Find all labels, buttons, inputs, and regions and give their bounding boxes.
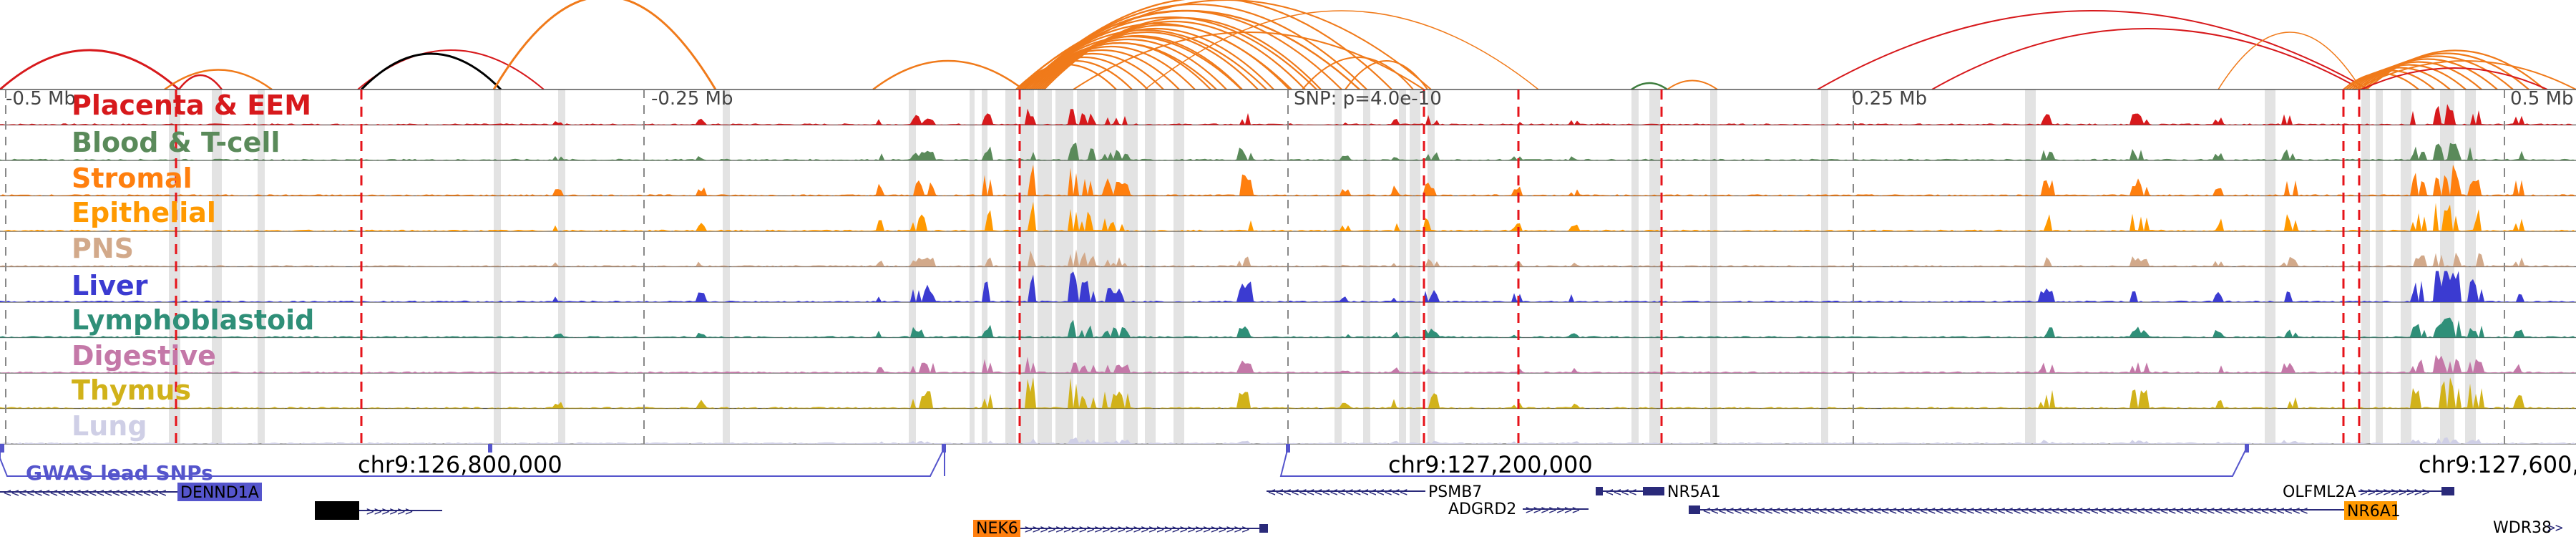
- interaction-loops: [0, 0, 2576, 91]
- gene-exon-nr6a1: [1689, 505, 1700, 514]
- track-label-placenta: Placenta & EEM: [72, 90, 311, 121]
- loop-arc: [1631, 82, 1668, 91]
- loop-arc: [1037, 28, 1274, 90]
- loop-arc: [1023, 16, 1317, 90]
- gwas-snp-marker: [1286, 444, 1290, 453]
- gene-box-nek6: [973, 520, 1020, 537]
- loop-arc: [164, 69, 273, 91]
- gene-label-nr5a1: NR5A1: [1667, 483, 1721, 501]
- gene-strand-arrows: <<<<<<<<<<<<<<<<<<: [1268, 485, 1407, 500]
- track-label-blood: Blood & T-cell: [72, 127, 280, 158]
- gwas-snp-marker: [0, 444, 4, 453]
- track-label-lymphoblastoid: Lymphoblastoid: [72, 304, 314, 336]
- gene-label-adgrd2: ADGRD2: [1448, 500, 1516, 518]
- loop-arc: [1033, 34, 1243, 90]
- track-labels: Placenta & EEM Blood & T-cell Stromal Ep…: [72, 90, 314, 442]
- gene-box-lhx2: [315, 501, 359, 520]
- loop-arc: [178, 74, 223, 90]
- loop-arc: [872, 59, 1024, 90]
- loop-arc: [2363, 52, 2529, 90]
- loop-arc: [2360, 55, 2514, 90]
- gene-label-dennd1a: DENND1A: [180, 484, 259, 502]
- gwas-snp-marker: [488, 444, 492, 453]
- gene-exon-nek6: [1259, 524, 1268, 533]
- gene-strand-arrows: >>>>>>>>>: [2360, 485, 2430, 500]
- gwas-connector: [1279, 447, 2248, 477]
- gene-label-nr6a1: NR6A1: [2347, 503, 2401, 521]
- gene-box-dennd1a: [177, 483, 262, 501]
- gene-exon-nr5a1: [1643, 487, 1664, 495]
- gene-label-psmb7: PSMB7: [1428, 483, 1482, 501]
- loop-arc: [1817, 10, 2369, 90]
- track-label-liver: Liver: [72, 270, 148, 301]
- loop-arc: [2351, 64, 2467, 90]
- loop-arc: [1073, 32, 1425, 90]
- gene-strand-arrows: >>>>>>: [366, 504, 413, 519]
- loop-arc: [1023, 0, 1392, 90]
- loop-arc: [2348, 67, 2451, 90]
- loop-arc: [2361, 67, 2548, 90]
- loop-arc: [1144, 10, 1539, 90]
- gwas-snp-marker: [942, 444, 946, 453]
- loop-arc: [1035, 32, 1259, 90]
- track-label-stromal: Stromal: [72, 163, 192, 194]
- loop-arc: [1667, 79, 1718, 90]
- loop-arc: [1023, 0, 1432, 90]
- gene-label-olfml2a: OLFML2A: [2283, 483, 2356, 501]
- loop-arc: [2357, 58, 2498, 90]
- coordinate-label-2: chr9:127,200,000: [1388, 451, 1593, 478]
- loop-arc: [2354, 61, 2482, 90]
- scale-labels: -0.5 Mb -0.25 Mb SNP: p=4.0e-10 0.25 Mb …: [6, 88, 2574, 110]
- loop-arc: [1026, 45, 1196, 90]
- coordinate-label-1: chr9:126,800,000: [358, 451, 562, 478]
- gene-label-lhx2: LHX2: [317, 503, 358, 521]
- loop-arc: [1345, 60, 1428, 90]
- coordinate-label-3: chr9:127,600,0: [2419, 451, 2576, 478]
- gene-strand-arrows: >>>>>>>>>>>>>>>>>>>>>>>>>>>>>: [1025, 522, 1249, 537]
- scale-label-plus-0-5: 0.5 Mb: [2510, 88, 2574, 110]
- loop-arc: [360, 52, 502, 91]
- track-label-thymus: Thymus: [72, 374, 191, 406]
- gwas-snp-marker: [2245, 444, 2249, 453]
- loop-arc: [2353, 60, 2576, 90]
- gwas-label: GWAS lead SNPs: [26, 461, 213, 485]
- loop-arc: [1020, 56, 1148, 90]
- gene-annotations: <<<<<<<<<<<<<<<<<<<<< DENND1A LHX2 >>>>>…: [0, 483, 2563, 537]
- loop-arc: [2366, 49, 2545, 90]
- scale-label-minus-0-25: -0.25 Mb: [651, 88, 733, 110]
- gene-strand-arrows: <<<<<<<<<<<<<<<<<<<<<: [4, 485, 167, 500]
- gwas-row: GWAS lead SNPs chr9:126,800,000 chr9:127…: [0, 444, 2576, 485]
- gene-strand-arrows: >>: [2547, 521, 2563, 536]
- track-label-digestive: Digestive: [72, 340, 216, 372]
- gene-box-nr6a1: [2344, 501, 2397, 520]
- loop-arc: [2218, 32, 2362, 90]
- gene-strand-arrows: <<<<: [1606, 485, 1637, 500]
- scale-label-plus-0-25: 0.25 Mb: [1852, 88, 1927, 110]
- gene-label-wdr38: WDR38: [2493, 519, 2552, 537]
- gene-label-nek6: NEK6: [976, 520, 1018, 537]
- cutlines: [5, 90, 2505, 444]
- track-label-lung: Lung: [72, 410, 147, 442]
- loop-arc: [1041, 20, 1306, 90]
- scale-label-snp: SNP: p=4.0e-10: [1294, 88, 1442, 110]
- loop-arc: [492, 0, 717, 90]
- gene-exon-olfml2a: [2441, 487, 2454, 495]
- loop-arc: [1302, 57, 1414, 90]
- track-label-epithelial: Epithelial: [72, 197, 216, 228]
- loop-arc: [0, 49, 180, 91]
- scale-label-minus-0-5: -0.5 Mb: [6, 88, 76, 110]
- gene-strand-arrows: <<<<<<<<<<<<<<<<<<<<<<<<<<<<<<<<<<<<<<<<…: [1703, 503, 2308, 518]
- gene-exon-nr5a1: [1596, 487, 1603, 495]
- track-label-pns: PNS: [72, 233, 134, 264]
- gwas-connector: [0, 447, 945, 477]
- gene-strand-arrows: >>>>>>>: [1526, 503, 1580, 518]
- loop-arc: [1030, 39, 1227, 90]
- loop-arc: [1931, 28, 2362, 90]
